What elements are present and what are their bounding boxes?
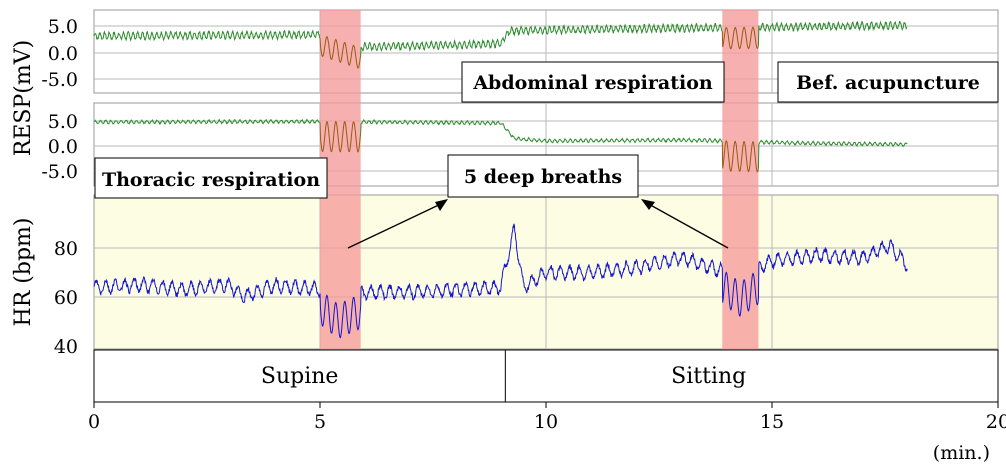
y-tick-labels: 5.0 5.0 0.0 0.0 -5.0 -5.0 80 60 40 xyxy=(41,16,78,358)
resp-y-axis-label: RESP(mV) xyxy=(11,40,36,156)
hr-tick-0: 80 xyxy=(54,238,78,260)
series-line-1-seg-3 xyxy=(721,140,759,173)
resp-top-tick-2: -5.0 xyxy=(41,69,78,91)
deep-breaths-annotation-label: 5 deep breaths xyxy=(464,166,622,188)
hr-tick-2: 40 xyxy=(54,336,78,358)
x-tick-labels: 0 5 10 15 20 xyxy=(88,402,1006,433)
resp-bottom-tick-1: 0.0 xyxy=(48,136,78,158)
deep-breaths-annotation: 5 deep breaths xyxy=(347,154,729,249)
series-line-2-seg-3 xyxy=(721,267,759,317)
x-tick-0: 0 xyxy=(88,411,100,433)
resp-top-tick-0: 5.0 xyxy=(48,16,78,38)
series-line-2-seg-2 xyxy=(360,223,723,307)
series-line-1-seg-1 xyxy=(319,120,362,153)
series-line-2-seg-1 xyxy=(319,293,362,339)
series-line-1-seg-0 xyxy=(93,118,321,126)
deep-breath-window-1 xyxy=(722,10,759,350)
series-line-1-seg-4 xyxy=(757,139,908,169)
hr-y-axis-label: HR (bpm) xyxy=(11,218,36,327)
posture-segments: Supine Sitting xyxy=(261,350,746,402)
resp-bottom-tick-0: 5.0 xyxy=(48,111,78,133)
x-axis-unit: (min.) xyxy=(933,442,990,464)
series-line-0-seg-3 xyxy=(721,26,759,50)
posture-label-sitting: Sitting xyxy=(671,364,746,389)
x-tick-1: 5 xyxy=(314,411,326,433)
series-line-2-seg-4 xyxy=(757,238,908,300)
deep-breaths-arrow-right xyxy=(644,201,729,249)
x-tick-4: 20 xyxy=(986,411,1006,433)
thoracic-annotation-label: Thoracic respiration xyxy=(102,169,320,191)
deep-breaths-arrowhead-left xyxy=(435,199,448,211)
series-line-1-seg-2 xyxy=(360,118,723,144)
abdominal-annotation-label: Abdominal respiration xyxy=(472,72,713,94)
bef-acupuncture-annotation: Bef. acupuncture xyxy=(777,61,999,103)
hr-tick-1: 60 xyxy=(54,287,78,309)
series-layer xyxy=(93,20,908,339)
thoracic-annotation: Thoracic respiration xyxy=(94,157,328,199)
series-line-0-seg-4 xyxy=(757,20,908,46)
deep-breaths-annotation-box xyxy=(447,154,639,198)
x-tick-3: 15 xyxy=(760,411,784,433)
abdominal-annotation-box xyxy=(461,61,725,103)
bef-acupuncture-annotation-label: Bef. acupuncture xyxy=(796,72,980,94)
deep-breaths-arrow-left xyxy=(347,201,446,249)
series-line-2-seg-0 xyxy=(93,276,321,303)
series-line-0-seg-1 xyxy=(319,36,362,69)
bef-acupuncture-annotation-box xyxy=(777,61,999,103)
series-line-0-seg-0 xyxy=(93,29,321,42)
resp-top-tick-1: 0.0 xyxy=(48,43,78,65)
abdominal-annotation: Abdominal respiration xyxy=(461,61,725,103)
deep-breaths-arrowhead-right xyxy=(641,199,655,210)
thoracic-annotation-box xyxy=(94,157,328,199)
x-tick-2: 10 xyxy=(534,411,558,433)
resp-bottom-tick-2: -5.0 xyxy=(41,161,78,183)
posture-bar xyxy=(93,349,999,403)
posture-label-supine: Supine xyxy=(261,364,339,389)
series-line-0-seg-2 xyxy=(360,22,723,56)
